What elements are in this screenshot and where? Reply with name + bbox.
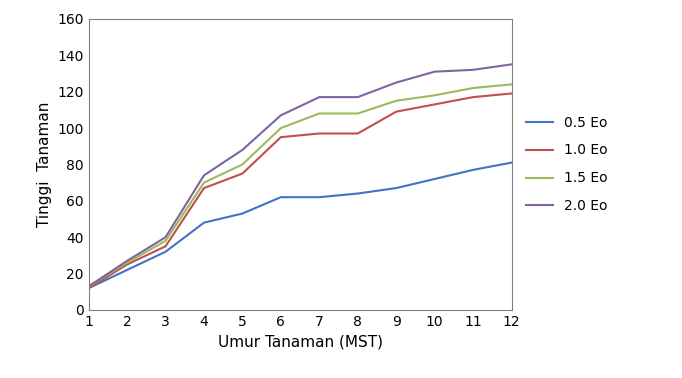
0.5 Eo (392, 186, 400, 191)
0.5 Eo (277, 195, 285, 200)
1.0 Eo (123, 262, 131, 267)
1.5 Eo (162, 239, 170, 243)
1.5 Eo (315, 111, 323, 116)
2.0 Eo (162, 235, 170, 240)
1.0 Eo (315, 131, 323, 136)
1.0 Eo (238, 171, 246, 176)
2.0 Eo (123, 259, 131, 263)
2.0 Eo (507, 62, 516, 67)
1.0 Eo (85, 286, 93, 290)
1.5 Eo (238, 162, 246, 167)
1.0 Eo (392, 109, 400, 114)
1.5 Eo (123, 260, 131, 265)
0.5 Eo (354, 191, 362, 196)
1.5 Eo (507, 82, 516, 87)
1.5 Eo (85, 284, 93, 288)
1.5 Eo (277, 126, 285, 130)
0.5 Eo (315, 195, 323, 200)
1.5 Eo (469, 86, 477, 90)
2.0 Eo (85, 284, 93, 288)
1.0 Eo (277, 135, 285, 139)
1.5 Eo (354, 111, 362, 116)
1.0 Eo (162, 244, 170, 249)
Line: 2.0 Eo: 2.0 Eo (89, 64, 512, 286)
2.0 Eo (200, 173, 208, 178)
2.0 Eo (430, 70, 439, 74)
1.0 Eo (430, 102, 439, 107)
0.5 Eo (200, 220, 208, 225)
2.0 Eo (315, 95, 323, 99)
2.0 Eo (238, 148, 246, 152)
1.0 Eo (507, 91, 516, 96)
2.0 Eo (277, 113, 285, 118)
Line: 1.0 Eo: 1.0 Eo (89, 93, 512, 288)
2.0 Eo (354, 95, 362, 99)
1.5 Eo (392, 99, 400, 103)
1.5 Eo (200, 180, 208, 185)
0.5 Eo (85, 286, 93, 290)
1.0 Eo (354, 131, 362, 136)
1.0 Eo (469, 95, 477, 99)
0.5 Eo (469, 167, 477, 172)
1.5 Eo (430, 93, 439, 98)
Y-axis label: Tinggi  Tanaman: Tinggi Tanaman (37, 102, 52, 227)
0.5 Eo (162, 249, 170, 254)
Legend: 0.5 Eo, 1.0 Eo, 1.5 Eo, 2.0 Eo: 0.5 Eo, 1.0 Eo, 1.5 Eo, 2.0 Eo (520, 110, 614, 219)
Line: 1.5 Eo: 1.5 Eo (89, 84, 512, 286)
0.5 Eo (238, 211, 246, 216)
0.5 Eo (123, 268, 131, 272)
0.5 Eo (430, 177, 439, 181)
1.0 Eo (200, 186, 208, 191)
X-axis label: Umur Tanaman (MST): Umur Tanaman (MST) (218, 335, 383, 349)
Line: 0.5 Eo: 0.5 Eo (89, 163, 512, 288)
2.0 Eo (469, 68, 477, 72)
0.5 Eo (507, 160, 516, 165)
2.0 Eo (392, 80, 400, 85)
